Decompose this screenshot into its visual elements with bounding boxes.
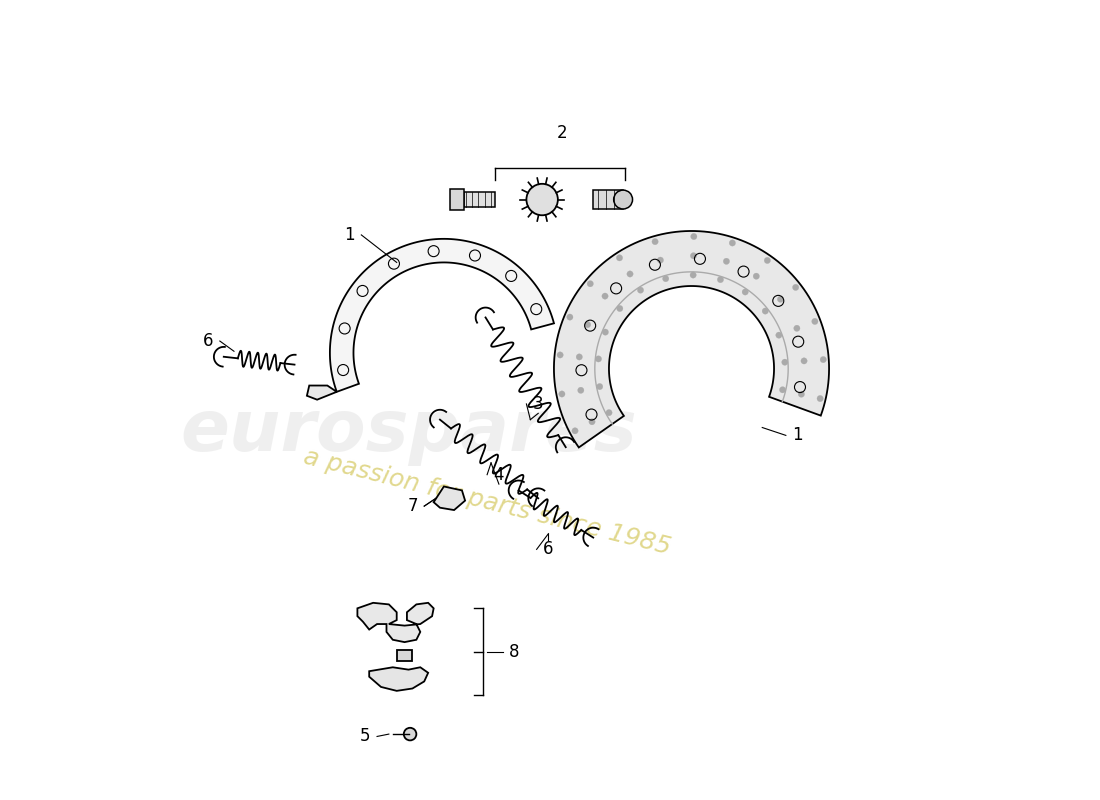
Circle shape <box>780 386 785 393</box>
Circle shape <box>801 358 807 364</box>
Polygon shape <box>370 667 428 691</box>
Circle shape <box>754 273 759 279</box>
Circle shape <box>657 257 663 263</box>
Circle shape <box>572 428 579 434</box>
Circle shape <box>576 354 582 360</box>
Circle shape <box>717 277 724 282</box>
Circle shape <box>587 281 593 287</box>
Circle shape <box>588 418 595 425</box>
Circle shape <box>690 272 696 278</box>
Text: a passion for parts since 1985: a passion for parts since 1985 <box>301 445 673 559</box>
Text: 8: 8 <box>509 642 520 661</box>
Circle shape <box>596 383 603 390</box>
Circle shape <box>724 258 729 265</box>
Circle shape <box>782 359 788 366</box>
Text: 5: 5 <box>360 727 371 746</box>
Text: 3: 3 <box>532 395 543 413</box>
Circle shape <box>776 332 782 338</box>
Circle shape <box>662 275 669 282</box>
Text: 6: 6 <box>202 332 213 350</box>
Circle shape <box>616 254 623 261</box>
Circle shape <box>691 234 697 240</box>
Circle shape <box>794 325 800 331</box>
Circle shape <box>602 293 608 299</box>
Polygon shape <box>433 486 465 510</box>
Polygon shape <box>450 190 463 210</box>
Polygon shape <box>554 231 829 447</box>
Circle shape <box>627 271 634 277</box>
Circle shape <box>817 395 823 402</box>
Circle shape <box>606 410 612 416</box>
Text: 2: 2 <box>557 124 568 142</box>
Polygon shape <box>330 239 554 392</box>
Circle shape <box>637 287 644 294</box>
Polygon shape <box>397 650 412 661</box>
Text: 1: 1 <box>792 426 803 444</box>
Circle shape <box>792 284 799 290</box>
Polygon shape <box>307 386 337 400</box>
Text: 6: 6 <box>543 540 553 558</box>
Polygon shape <box>358 603 433 642</box>
Circle shape <box>729 240 736 246</box>
Circle shape <box>595 356 602 362</box>
Circle shape <box>566 314 573 320</box>
Text: 7: 7 <box>407 497 418 515</box>
Circle shape <box>557 352 563 358</box>
Circle shape <box>764 258 770 263</box>
Polygon shape <box>593 190 623 209</box>
Circle shape <box>691 253 696 259</box>
Circle shape <box>799 391 804 398</box>
Circle shape <box>778 296 783 302</box>
Circle shape <box>602 329 608 335</box>
Circle shape <box>614 190 632 209</box>
Polygon shape <box>463 192 495 207</box>
Circle shape <box>584 322 591 328</box>
Text: 4: 4 <box>494 466 504 484</box>
Circle shape <box>742 289 748 295</box>
Text: eurospares: eurospares <box>180 397 637 466</box>
Circle shape <box>762 308 769 314</box>
Circle shape <box>617 306 623 312</box>
Circle shape <box>652 238 658 245</box>
Circle shape <box>821 357 826 362</box>
Circle shape <box>559 391 565 397</box>
Circle shape <box>404 728 417 740</box>
Circle shape <box>527 184 558 215</box>
Circle shape <box>578 387 584 394</box>
Text: 1: 1 <box>344 226 355 244</box>
Circle shape <box>812 318 818 325</box>
